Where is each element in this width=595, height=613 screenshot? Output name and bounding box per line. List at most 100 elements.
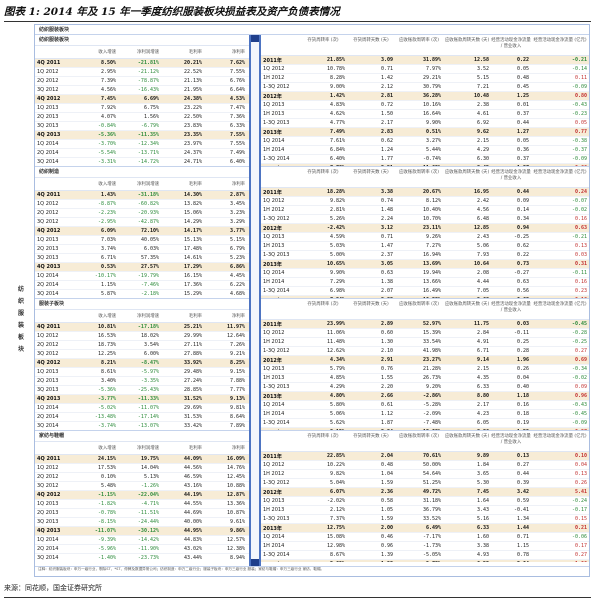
table-row: 1H 2013 4.62% 1.50 16.64% 4.61 0.37 -0.23 — [261, 110, 589, 119]
value-cell: 44.83% — [183, 537, 202, 543]
footnote: 注释：纺织服装板块：申万一级行业，剔除ST、*ST、停牌及数据异常公司；纺织制造… — [35, 566, 589, 577]
column-header: 存货周转天数 (天) — [353, 38, 389, 43]
value-cell: 3.09 — [380, 57, 393, 63]
period-cell: 1Q 2012 — [37, 465, 59, 471]
value-cell: 9.89 — [476, 453, 489, 459]
value-cell: -11.33% — [137, 396, 159, 402]
value-cell: -0.43 — [571, 402, 587, 408]
column-header-row: 收入增速 净利润增速 毛利率 净利率 — [35, 310, 249, 323]
value-cell: 15.29% — [183, 291, 202, 297]
period-cell: 4Q 2011 — [37, 60, 61, 66]
column-header: 应收账款周转天数 (天) — [444, 302, 490, 307]
value-cell: 0.18 — [516, 411, 529, 417]
value-cell: 16.15% — [183, 273, 202, 279]
value-cell: 0.27 — [574, 348, 587, 354]
value-cell: 18.73% — [97, 342, 116, 348]
value-cell: 8.12% — [425, 198, 441, 204]
column-header: 存货周转天数 (天) — [353, 302, 389, 307]
table-row: 2012年 4.34% 2.91 23.27% 9.14 1.96 0.69 — [261, 356, 589, 365]
period-cell: 1Q 2012 — [263, 66, 285, 72]
value-cell: 1.43% — [100, 192, 116, 198]
value-cell: -17.18% — [137, 324, 159, 330]
value-cell: 8.67% — [329, 552, 345, 558]
value-cell: 4.23 — [476, 411, 489, 417]
value-cell: 17.29% — [183, 264, 202, 270]
value-cell: 6.22% — [229, 282, 245, 288]
value-cell: 72.10% — [140, 228, 159, 234]
value-cell: 7.45 — [476, 489, 489, 495]
value-cell: 4.62% — [329, 111, 345, 117]
value-cell: 2.84 — [476, 330, 489, 336]
value-cell: -5.97% — [140, 369, 159, 375]
value-cell: 7.39% — [100, 78, 116, 84]
value-cell: 0.22 — [516, 252, 529, 258]
value-cell: 6.33% — [229, 123, 245, 129]
value-cell: 19.94% — [422, 270, 441, 276]
value-cell: 6.30 — [476, 156, 489, 162]
value-cell: 12.75% — [326, 525, 345, 531]
value-cell: 0.44 — [516, 120, 529, 126]
table-row: 4Q 2012 -1.15% -22.04% 44.19% 12.87% — [35, 491, 249, 500]
value-cell: 9.13% — [229, 396, 245, 402]
value-cell: 1.27 — [516, 129, 529, 135]
value-cell: 23.99% — [326, 321, 345, 327]
value-cell: 0.80 — [574, 93, 587, 99]
value-cell: 29.48% — [183, 369, 202, 375]
column-header-row: 收入增速 净利润增速 毛利率 净利率 — [35, 178, 249, 191]
value-cell: 16.64% — [422, 111, 441, 117]
period-cell: 1-3Q 2014 — [263, 552, 290, 558]
value-cell: 26.73% — [422, 375, 441, 381]
value-cell: 1.96 — [516, 357, 529, 363]
value-cell: 1.93 — [347, 561, 395, 562]
value-cell: 44.56% — [183, 465, 202, 471]
table-row: 1Q 2013 -1.82% -4.71% 44.55% 13.36% — [35, 500, 249, 509]
value-cell: 2.91 — [380, 357, 393, 363]
value-cell: -13.48% — [94, 414, 116, 420]
value-cell: 21.95% — [183, 87, 202, 93]
value-cell: -23.73% — [137, 555, 159, 561]
value-cell: -4.71% — [140, 501, 159, 507]
value-cell: 3.23% — [229, 210, 245, 216]
value-cell: -0.25 — [513, 234, 529, 240]
table-row: 1Q 2014 5.80% 0.61 -5.28% 2.17 0.16 -0.43 — [261, 401, 589, 410]
value-cell: -0.78% — [97, 510, 116, 516]
table-row: 1-3Q 2013 7.37% 1.59 33.52% 5.16 1.34 0.15 — [261, 515, 589, 524]
value-cell: 6.84% — [329, 147, 345, 153]
value-cell: 2.83 — [347, 297, 395, 298]
value-cell: 5.06 — [476, 243, 489, 249]
column-header — [261, 299, 299, 319]
value-cell: 0.14 — [516, 207, 529, 213]
value-cell: -1.82% — [97, 501, 116, 507]
period-cell: 1-3Q 2013 — [263, 516, 290, 522]
value-cell: 27.11% — [183, 342, 202, 348]
value-cell: -0.02 — [571, 207, 587, 213]
value-cell: 7.93 — [476, 252, 489, 258]
value-cell: -0.84% — [97, 123, 116, 129]
value-cell: 15.06% — [183, 210, 202, 216]
table-row: 2011年 23.99% 2.89 52.97% 11.75 0.03 -0.45 — [261, 320, 589, 329]
table-row: 2Q 2014 -5.54% -13.71% 24.37% 7.49% — [35, 149, 249, 158]
value-cell: -21.12% — [137, 69, 159, 75]
value-cell: 9.26% — [425, 234, 441, 240]
value-cell: 3.74% — [100, 246, 116, 252]
value-cell: 1.48 — [380, 207, 393, 213]
value-cell: 6.69% — [143, 96, 159, 102]
column-header: 收入增速 — [98, 446, 116, 451]
table-frame: 纺织服装板块 纺织服装板块 收入增速 净利润增速 毛利率 净利率 4Q 2011 8.50%… — [34, 24, 590, 577]
value-cell: 1.42% — [329, 93, 345, 99]
period-cell: 1Q 2013 — [37, 237, 59, 243]
value-cell: 0.45 — [516, 84, 529, 90]
table-row: 4Q 2013 0.53% 27.57% 17.29% 6.86% — [35, 263, 249, 272]
section-title: 纺织制造 — [35, 167, 249, 178]
value-cell: 2.07 — [380, 288, 393, 294]
value-cell: 13.36% — [226, 501, 245, 507]
value-cell: -5.02% — [97, 405, 116, 411]
value-cell: 0.48 — [516, 75, 529, 81]
value-cell: 1.77 — [380, 156, 393, 162]
value-cell: -5.54% — [97, 150, 116, 156]
period-cell: 1-3Q 2014 — [263, 156, 290, 162]
period-cell: 3Q 2014 — [37, 555, 59, 561]
value-cell: -19.79% — [137, 273, 159, 279]
value-cell: -3.74% — [97, 423, 116, 429]
